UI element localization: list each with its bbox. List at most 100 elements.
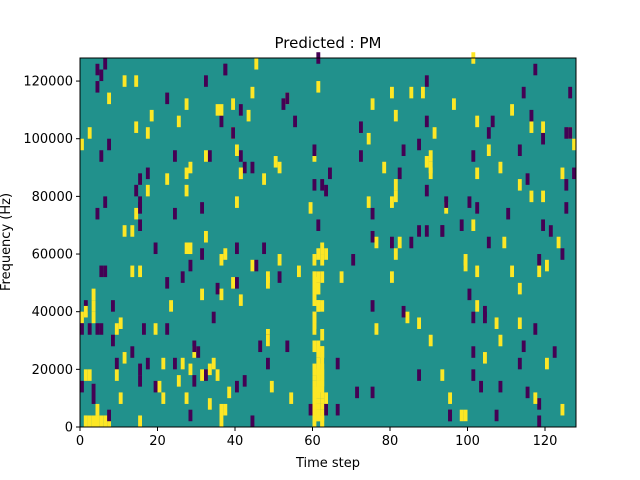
heatmap-cell [91,383,96,404]
heatmap-cell [424,156,429,168]
heatmap-cell [316,415,321,422]
heatmap-cell [320,415,325,422]
heatmap-cell [320,398,325,404]
heatmap-cell [99,415,104,427]
heatmap-cell [99,69,104,82]
heatmap-cell [277,254,282,266]
heatmap-cell [122,225,127,237]
heatmap-cell [250,161,255,174]
heatmap-cell [138,375,143,387]
heatmap-cell [537,254,542,266]
heatmap-cell [475,300,480,312]
heatmap-cell [556,236,561,249]
heatmap-cell [316,300,321,312]
heatmap-cell [285,92,290,105]
heatmap-cell [169,300,174,312]
heatmap-cell [83,305,88,318]
heatmap-cell [289,392,294,404]
heatmap-cell [80,311,84,324]
heatmap-cell [312,144,317,157]
heatmap-cell [541,132,546,145]
heatmap-cell [130,265,135,278]
heatmap-cell [471,346,476,358]
heatmap-cell [545,357,549,370]
heatmap-cell [269,380,274,393]
heatmap-cell [572,167,577,180]
heatmap-cell [91,311,96,324]
heatmap-cell [227,386,232,399]
heatmap-cell [238,104,243,116]
heatmap-cell [219,288,224,301]
heatmap-cell [95,81,100,93]
heatmap-cell [207,363,212,376]
heatmap-cell [80,380,84,393]
heatmap-cell [529,190,534,203]
heatmap-cell [266,328,270,341]
heatmap-cell [568,127,573,139]
heatmap-cell [428,150,433,162]
heatmap-cell [200,202,205,214]
heatmap-cell [80,138,84,151]
heatmap-cell [188,161,193,174]
heatmap-cell [479,380,484,393]
heatmap-cell [359,150,363,162]
heatmap-cell [320,386,325,393]
heatmap-cell [490,115,495,128]
heatmap-cell [173,207,177,220]
heatmap-cell [262,173,267,185]
heatmap-cell [498,334,503,347]
heatmap-cell [459,219,464,231]
heatmap-cell [308,403,313,416]
heatmap-cell [235,144,239,157]
heatmap-cell [118,392,123,404]
y-tick-label: 120000 [23,75,73,90]
heatmap-cell [142,323,146,335]
heatmap-cell [192,375,197,387]
heatmap-cell [165,92,170,105]
heatmap-cell [134,75,139,87]
heatmap-cell [320,300,325,312]
heatmap-cell [316,409,321,416]
heatmap-cell [312,403,317,410]
heatmap-cell [390,271,394,283]
heatmap-cell [118,317,123,329]
heatmap-cell [324,184,329,197]
heatmap-cell [153,380,158,393]
heatmap-cell [312,282,317,295]
heatmap-cell [114,323,119,335]
heatmap-cell [316,369,321,376]
x-tick-label: 100 [455,434,480,449]
heatmap-cell [374,236,379,249]
x-tick-label: 20 [149,434,166,449]
heatmap-cell [409,236,414,249]
heatmap-cell [312,375,317,381]
heatmap-cell [250,259,255,272]
heatmap-cell [370,386,375,399]
heatmap-cell [219,403,224,427]
heatmap-cell [409,86,414,99]
heatmap-cell [95,63,100,76]
heatmap-cell [91,288,96,301]
heatmap-cell [153,323,158,335]
heatmap-cell [316,380,321,387]
heatmap-cell [312,380,317,387]
heatmap-cell [192,340,197,353]
heatmap-cell [215,369,220,381]
heatmap-cell [138,415,143,427]
heatmap-cell [401,144,406,157]
heatmap-cell [483,305,487,318]
heatmap-cell [517,179,522,191]
heatmap-cell [114,369,119,381]
heatmap-cell [211,357,216,370]
heatmap-cell [204,230,208,243]
x-tick-label: 120 [533,434,558,449]
heatmap-cell [95,403,100,416]
heatmap-cell [188,363,193,376]
heatmap-cell [254,259,259,272]
heatmap-cell [103,415,108,427]
heatmap-cell [475,265,480,278]
heatmap-cell [91,300,96,312]
heatmap-cell [130,346,135,358]
heatmap-cell [200,369,205,381]
heatmap-cell [541,190,546,203]
